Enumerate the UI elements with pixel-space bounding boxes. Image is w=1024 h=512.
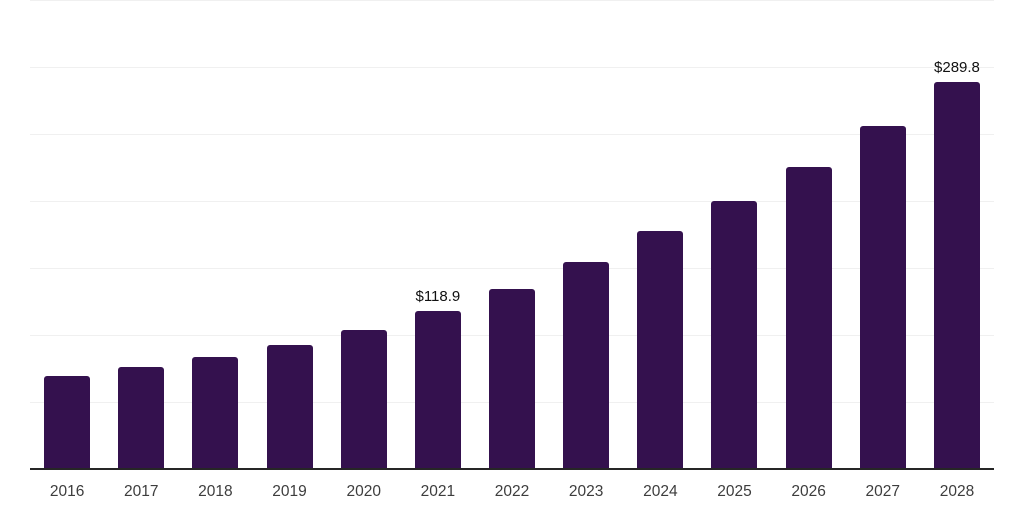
- x-tick-label-2019: 2019: [272, 483, 307, 500]
- gridline: [30, 67, 994, 68]
- x-tick-label-2016: 2016: [49, 483, 85, 500]
- bar-slot-2018: [178, 1, 252, 470]
- bar-slot-2024: [623, 1, 697, 470]
- bar-2028: $289.8: [933, 59, 980, 470]
- x-tick-label-2024: 2024: [643, 483, 678, 500]
- bar-2017: [118, 367, 165, 470]
- bar-2027: [859, 125, 906, 470]
- x-tick-label-2022: 2022: [494, 483, 530, 500]
- bar-2020: [340, 330, 387, 470]
- gridline: [30, 0, 994, 1]
- bars-container: $118.9 $289.8: [30, 1, 994, 470]
- bar-value-label-2028: $289.8: [934, 58, 980, 76]
- plot-area: $118.9 $289.8: [30, 0, 994, 470]
- bar-2026: [785, 167, 832, 470]
- x-tick-label-2021: 2021: [420, 483, 456, 500]
- bar-2024: [637, 231, 684, 470]
- gridline: [30, 268, 994, 269]
- bar-2025: [711, 201, 758, 470]
- bar-slot-2025: [697, 1, 771, 470]
- bar-2021: $118.9: [414, 288, 461, 470]
- bar-slot-2028: $289.8: [920, 1, 994, 470]
- gridline: [30, 134, 994, 135]
- x-axis-labels: 2016 2017 2018 2019 2020 2021 2022 2023 2024 2025…: [30, 483, 994, 501]
- bar-2018: [192, 357, 239, 470]
- x-tick-label-2026: 2026: [791, 483, 826, 500]
- bar-value-label-2021: $118.9: [415, 287, 461, 305]
- bar-2023: [563, 262, 610, 470]
- x-tick-label-2027: 2027: [865, 483, 901, 500]
- bar-2016: [44, 376, 91, 470]
- x-tick-label-2023: 2023: [568, 483, 604, 500]
- bar-2019: [266, 345, 313, 470]
- x-tick-label-2028: 2028: [939, 483, 975, 500]
- bar-slot-2022: [475, 1, 549, 470]
- bar-slot-2017: [104, 1, 178, 470]
- bar-slot-2021: $118.9: [401, 1, 475, 470]
- bar-2022: [489, 289, 536, 470]
- x-axis-line: [30, 468, 994, 470]
- bar-slot-2027: [846, 1, 920, 470]
- bar-slot-2023: [549, 1, 623, 470]
- gridline: [30, 201, 994, 202]
- x-tick-label-2017: 2017: [123, 483, 159, 500]
- x-tick-label-2020: 2020: [346, 483, 381, 500]
- x-tick-label-2025: 2025: [717, 483, 752, 500]
- bar-slot-2026: [772, 1, 846, 470]
- bar-slot-2020: [327, 1, 401, 470]
- bar-slot-2016: [30, 1, 104, 470]
- bar-slot-2019: [252, 1, 326, 470]
- x-tick-label-2018: 2018: [198, 483, 233, 500]
